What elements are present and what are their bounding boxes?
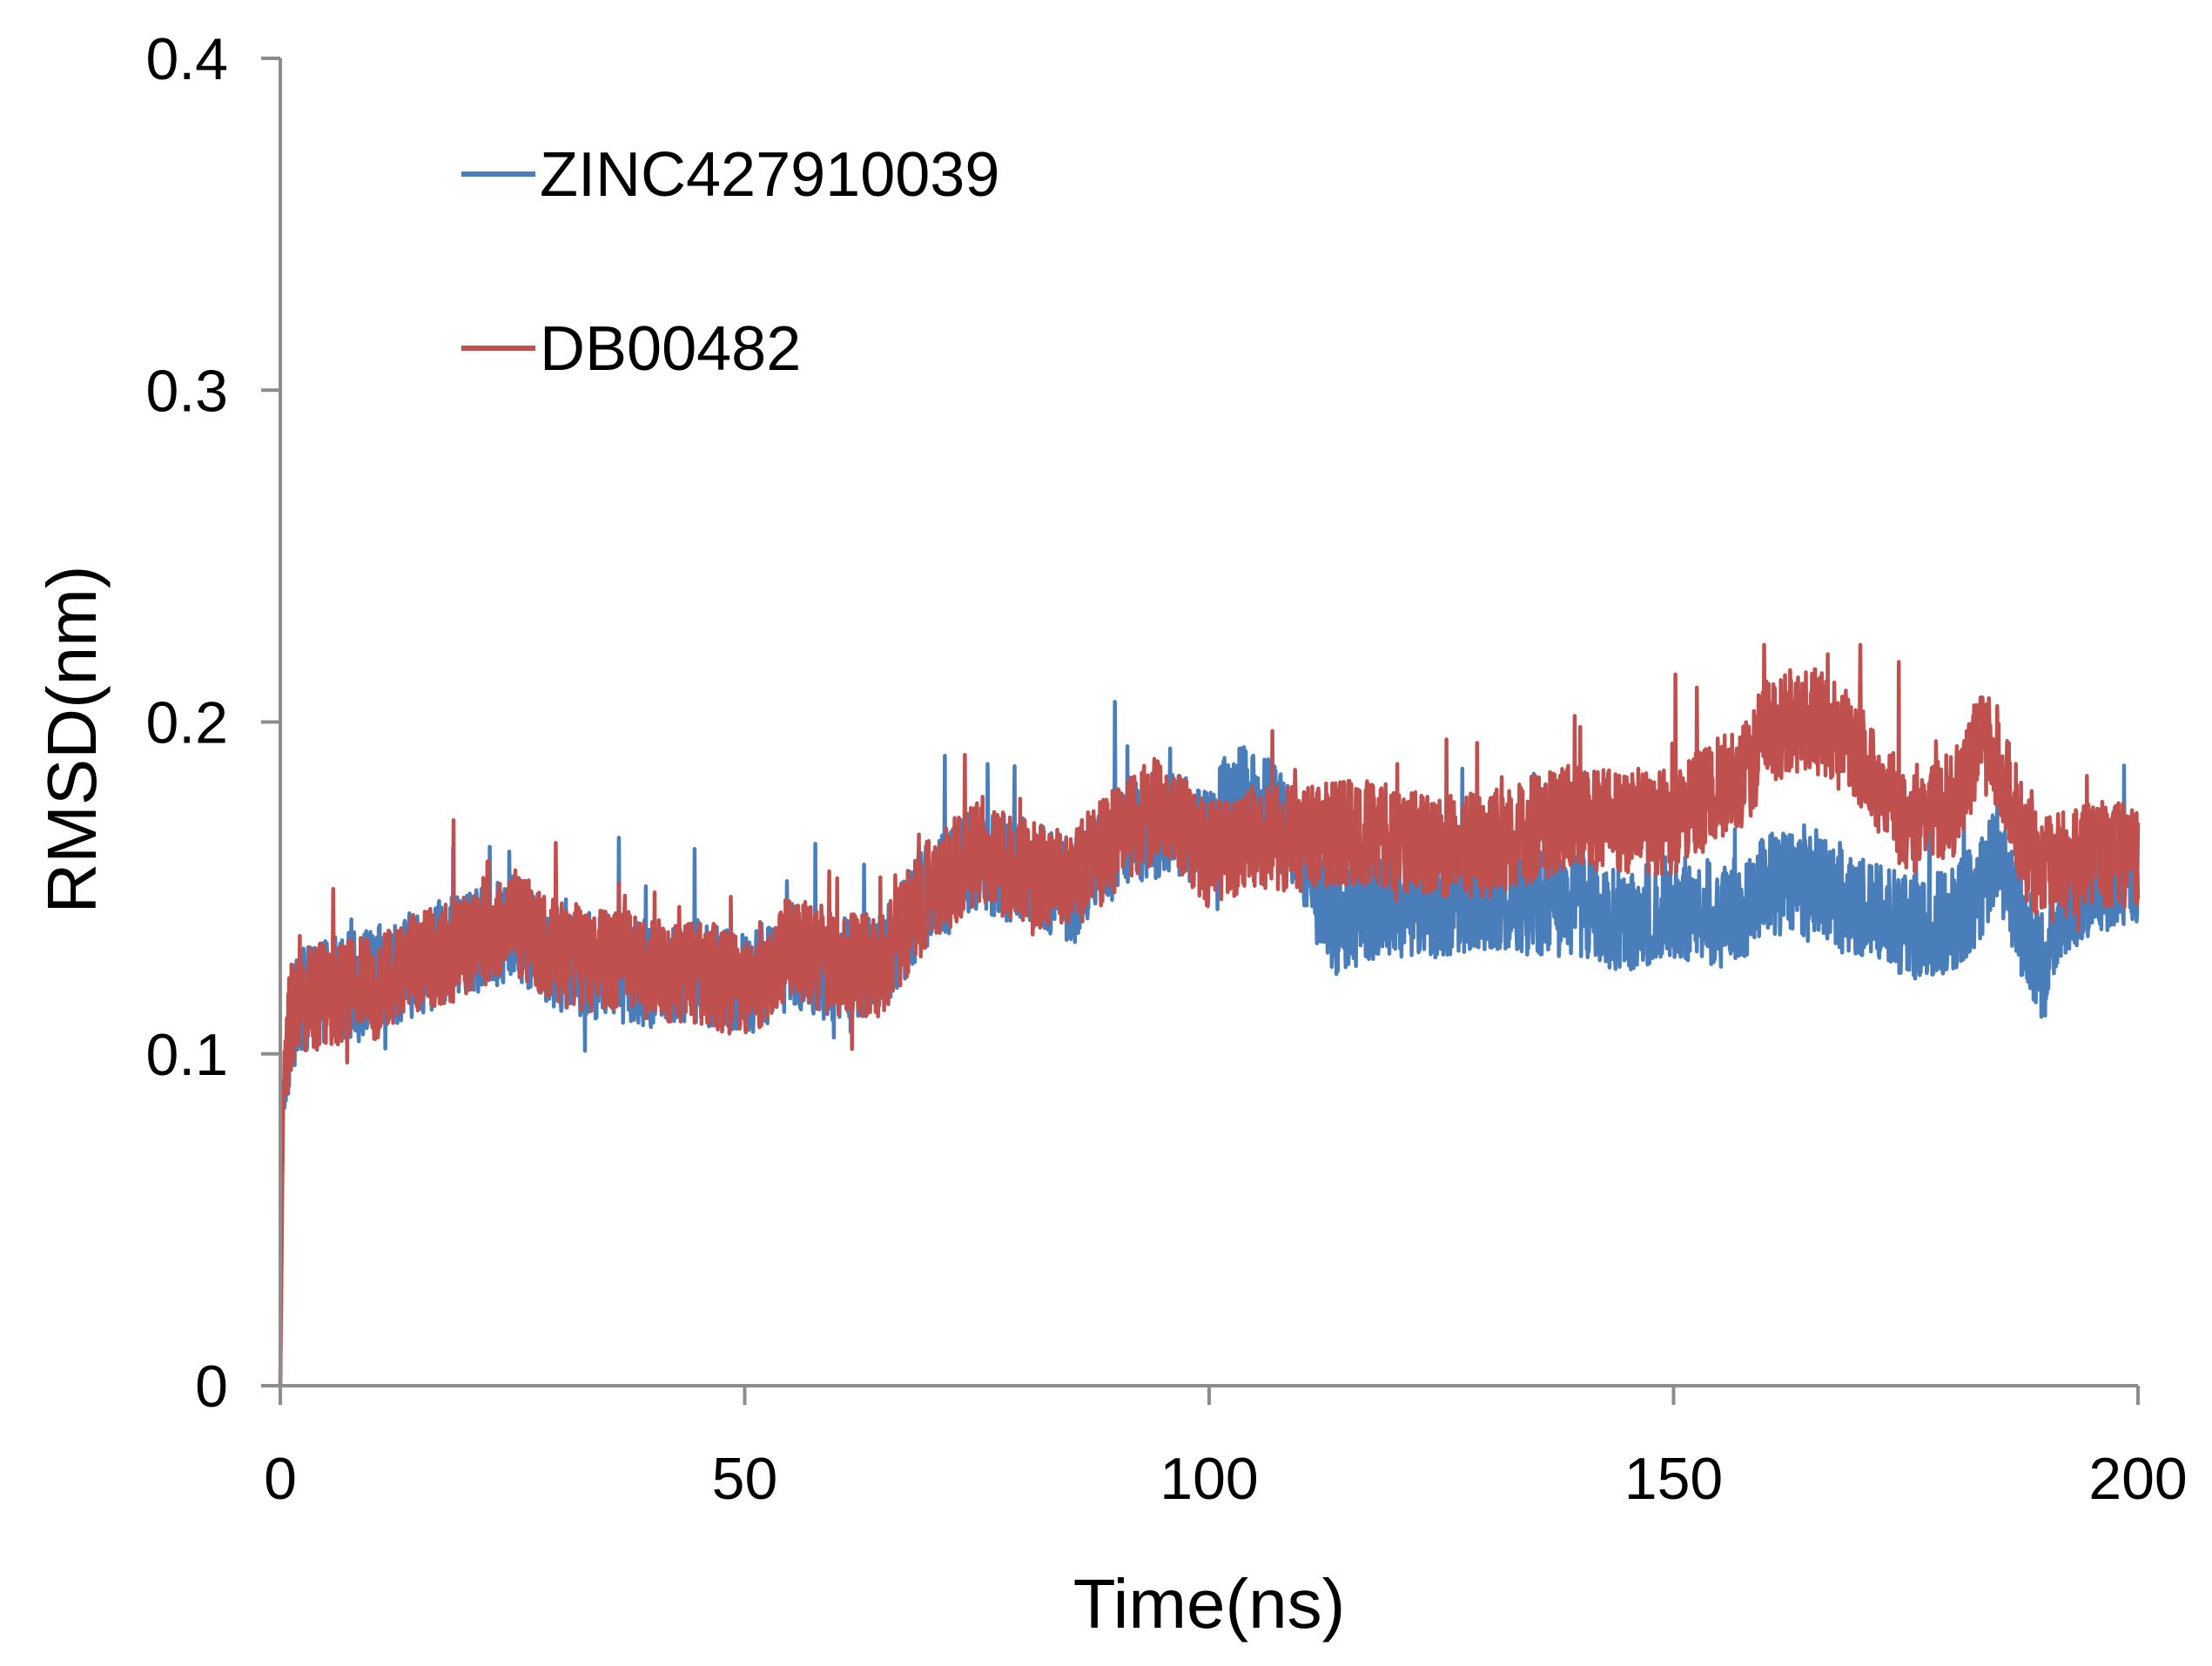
x-tick-label: 150: [1624, 1446, 1723, 1512]
x-axis-title: Time(ns): [1073, 1565, 1346, 1642]
x-tick-label: 0: [264, 1446, 297, 1512]
series-line-2: [278, 642, 2141, 1387]
y-tick-label: 0.2: [145, 690, 228, 756]
y-tick-label: 0.3: [145, 358, 228, 424]
legend-label: DB00482: [540, 314, 801, 384]
series-layer: [278, 642, 2141, 1387]
legend: ZINC427910039 DB00482: [461, 140, 999, 384]
y-axis-ticks: 0 0.1 0.2 0.3 0.4: [145, 26, 280, 1420]
y-axis-title: RMSD(nm): [33, 566, 111, 914]
y-tick-label: 0.1: [145, 1022, 228, 1088]
x-axis-ticks: 0 50 100 150 200: [264, 1386, 2188, 1512]
x-tick-label: 200: [2088, 1446, 2187, 1512]
y-tick-label: 0.4: [145, 26, 228, 92]
legend-label: ZINC427910039: [540, 140, 999, 210]
y-tick-label: 0: [195, 1354, 228, 1420]
x-tick-label: 100: [1160, 1446, 1258, 1512]
x-tick-label: 50: [712, 1446, 778, 1512]
